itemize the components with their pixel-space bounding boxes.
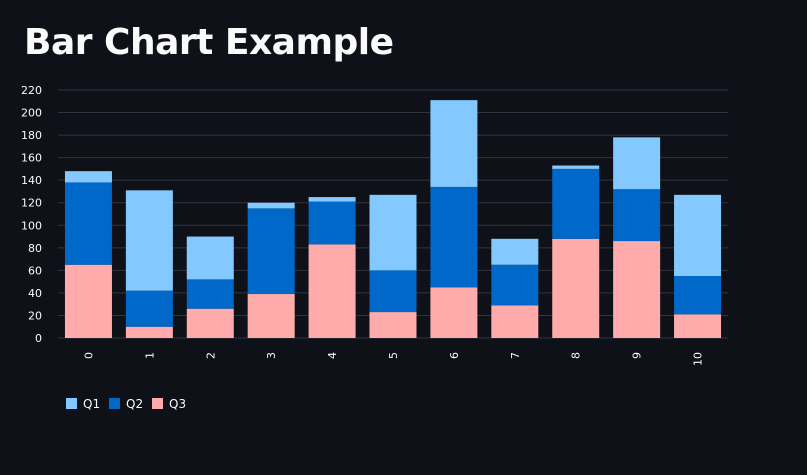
bar-segment-q3 [674,314,722,338]
bar-segment-q1 [64,171,112,183]
y-tick-label: 220 [21,84,42,97]
legend-swatch-q1 [66,398,77,409]
bar-segment-q3 [247,294,295,338]
bar-segment-q2 [125,290,173,327]
y-tick-label: 140 [21,174,42,187]
x-tick-label: 4 [326,352,339,359]
bar-segment-q1 [247,202,295,209]
bar-segment-q3 [64,264,112,338]
bar-segment-q3 [613,241,661,338]
legend-label-q2: Q2 [126,397,143,411]
bar-segment-q1 [552,165,600,169]
x-tick-label: 0 [82,352,95,359]
bar-segment-q2 [64,182,112,265]
y-tick-label: 40 [28,287,42,300]
bar-segment-q2 [369,270,417,313]
x-tick-label: 3 [265,352,278,359]
bar-segment-q2 [674,276,722,315]
bar-segment-q2 [247,208,295,295]
bar-segment-q1 [491,238,539,265]
legend-swatch-q3 [152,398,163,409]
bar-segment-q1 [308,197,356,202]
bar-segment-q3 [125,326,173,338]
bar-segment-q2 [186,279,234,309]
bar-segment-q2 [430,186,478,288]
legend-label-q1: Q1 [83,397,100,411]
bar-segment-q1 [125,190,173,291]
bar-segment-q1 [674,194,722,276]
y-tick-label: 100 [21,219,42,232]
bar-segment-q3 [369,312,417,338]
y-tick-label: 200 [21,107,42,120]
bar-segment-q1 [613,137,661,190]
bar-segment-q2 [308,201,356,245]
bar-segment-q1 [369,194,417,271]
legend-swatch-q2 [109,398,120,409]
bar-segment-q1 [186,236,234,280]
bar-segment-q3 [308,244,356,338]
bar-segment-q2 [552,168,600,239]
bar-segment-q2 [613,189,661,242]
bar-segment-q3 [552,238,600,338]
y-tick-label: 160 [21,152,42,165]
x-tick-label: 2 [204,352,217,359]
x-tick-label: 6 [448,352,461,359]
bar-segment-q3 [430,287,478,338]
y-tick-label: 180 [21,129,42,142]
y-tick-label: 0 [35,332,42,345]
y-tick-label: 60 [28,264,42,277]
x-tick-label: 8 [570,352,583,359]
y-tick-label: 20 [28,309,42,322]
x-tick-label: 10 [692,352,705,366]
bar-segment-q1 [430,100,478,187]
bar-segment-q3 [491,305,539,338]
page-title: Bar Chart Example [24,22,394,63]
bar-segment-q3 [186,308,234,338]
x-tick-label: 9 [631,352,644,359]
x-tick-label: 7 [509,352,522,359]
legend-label-q3: Q3 [169,397,186,411]
x-tick-label: 1 [143,352,156,359]
x-tick-label: 5 [387,352,400,359]
y-tick-label: 80 [28,242,42,255]
bar-segment-q2 [491,264,539,306]
y-tick-label: 120 [21,197,42,210]
